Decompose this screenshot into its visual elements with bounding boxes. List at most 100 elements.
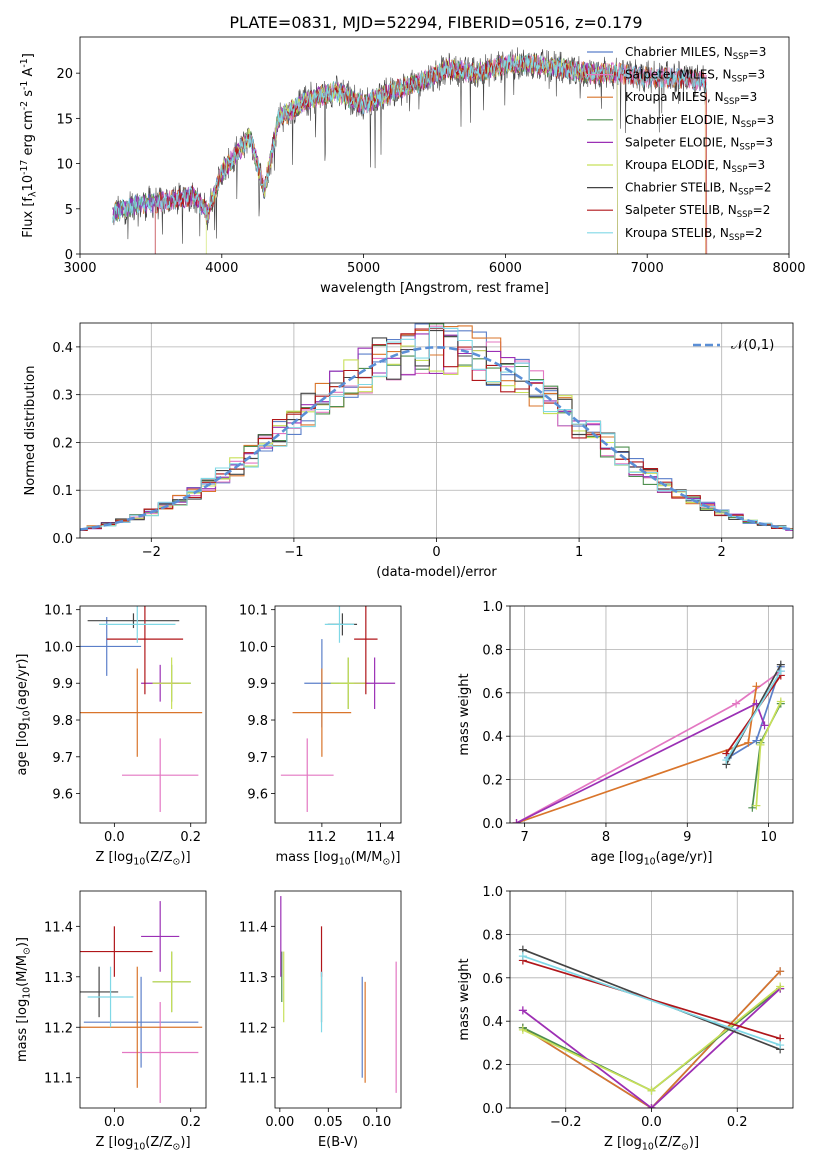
y-axis-label: mass [log10​(M/M⊙​)] — [15, 937, 32, 1062]
legend-entry: Chabrier STELIB, NSSP=2 — [625, 181, 772, 198]
weight-marker — [518, 952, 527, 961]
y-tick-label: 9.8 — [247, 714, 268, 729]
plot-area — [518, 945, 785, 1108]
x-tick-label: 0.2 — [180, 830, 201, 845]
axes-frame — [79, 36, 790, 255]
x-tick-label: 0 — [432, 545, 440, 560]
chart-mass_vs_EBV: 0.00 0.05 0.10 11.1 11.2 11.3 11.4 E(B-V) — [239, 890, 402, 1150]
histogram-step — [80, 345, 793, 531]
weight-line — [516, 670, 782, 823]
y-tick-label: 20 — [56, 67, 73, 82]
y-tick-label: 1.0 — [482, 885, 503, 900]
plot-area — [80, 606, 203, 812]
figure-title: PLATE=0831, MJD=52294, FIBERID=0516, z=0… — [229, 13, 642, 32]
weight-marker — [776, 697, 785, 706]
legend-entry: Kroupa ELODIE, NSSP=3 — [625, 158, 765, 175]
x-tick-label: 7 — [520, 830, 528, 845]
normal-reference-curve — [80, 346, 791, 531]
y-tick-label: 0.2 — [482, 774, 503, 789]
y-tick-label: 0.1 — [52, 484, 73, 499]
plot-area — [112, 47, 708, 254]
x-tick-label: −2 — [142, 545, 161, 560]
y-tick-label: 0 — [65, 248, 73, 263]
axes-frame — [274, 890, 402, 1109]
axes-frame — [274, 605, 402, 824]
y-axis-label: mass weight — [457, 958, 472, 1040]
weight-marker — [752, 682, 761, 691]
y-tick-label: 9.6 — [52, 788, 73, 803]
y-tick-label: 11.3 — [239, 971, 268, 986]
legend-entry: Salpeter STELIB, NSSP=2 — [625, 203, 770, 220]
x-tick-label: −0.2 — [550, 1115, 582, 1130]
y-tick-label: 0.0 — [52, 532, 73, 547]
legend-entry: Salpeter MILES, NSSP=3 — [625, 68, 765, 85]
weight-marker — [647, 1086, 656, 1095]
y-tick-label: 0.3 — [52, 389, 73, 404]
y-tick-label: 0.2 — [482, 1059, 503, 1074]
x-axis-label: (data-model)/error — [376, 565, 497, 580]
x-tick-label: 8000 — [772, 261, 805, 276]
chart-age_vs_Z: 0.0 0.2 9.6 9.7 9.8 9.9 10.0 10.1 Z [log10​(Z/Z⊙… — [15, 604, 207, 867]
plot-area — [80, 901, 203, 1103]
y-tick-label: 10.0 — [44, 640, 73, 655]
weight-marker — [760, 721, 769, 730]
x-tick-label: 8 — [602, 830, 610, 845]
y-tick-label: 0.6 — [482, 972, 503, 987]
y-tick-label: 10 — [56, 158, 73, 173]
y-tick-label: 1.0 — [482, 600, 503, 615]
weight-line — [522, 959, 781, 1040]
weight-line — [522, 955, 781, 1046]
y-tick-label: 11.2 — [239, 1021, 268, 1036]
y-tick-label: 11.1 — [44, 1072, 73, 1087]
weight-marker — [776, 967, 785, 976]
weight-marker — [512, 819, 521, 823]
weight-marker — [756, 740, 765, 749]
chart-mass_vs_Z: 0.0 0.2 11.1 11.2 11.3 11.4 Z [log10​(Z/Z⊙​)] m… — [15, 890, 207, 1152]
y-tick-label: 9.7 — [52, 751, 73, 766]
axes-frame — [509, 605, 794, 824]
spectrum-line — [112, 55, 618, 254]
weight-marker — [776, 982, 785, 991]
y-tick-label: 11.4 — [44, 920, 73, 935]
x-axis-label: Z [log10​(Z/Z⊙​)] — [95, 850, 190, 867]
x-tick-label: 0.0 — [641, 1115, 662, 1130]
y-tick-label: 0.8 — [482, 643, 503, 658]
y-tick-label: 5 — [65, 203, 73, 218]
x-axis-label: mass [log10​(M/M⊙​)] — [276, 850, 401, 867]
axes-frame — [509, 890, 794, 1109]
y-tick-label: 0.2 — [52, 436, 73, 451]
weight-marker — [518, 1025, 527, 1034]
x-axis-label: wavelength [Angstrom, rest frame] — [320, 281, 549, 296]
weight-line — [522, 987, 781, 1108]
plot-area — [280, 896, 397, 1093]
y-tick-label: 11.4 — [239, 920, 268, 935]
plot-area — [512, 660, 785, 823]
y-tick-label: 0.6 — [482, 687, 503, 702]
chart-weight_vs_age: 7 8 9 10 0.0 0.2 0.4 0.6 0.8 1.0 age [log10​(age/y… — [457, 600, 794, 867]
x-tick-label: 0.0 — [104, 830, 125, 845]
x-axis-label: Z [log10​(Z/Z⊙​)] — [95, 1135, 190, 1152]
x-tick-label: 0.0 — [104, 1115, 125, 1130]
y-tick-label: 10.0 — [239, 640, 268, 655]
y-tick-label: 0.0 — [482, 1102, 503, 1117]
spectrum-line — [112, 53, 707, 223]
weight-marker — [776, 1041, 785, 1050]
chart-weight_vs_Z: −0.2 0.0 0.2 0.0 0.2 0.4 0.6 0.8 1.0 Z [log10​(Z/… — [457, 885, 794, 1152]
x-tick-label: 2 — [718, 545, 726, 560]
x-tick-label: 4000 — [205, 261, 238, 276]
weight-marker — [748, 803, 757, 812]
x-tick-label: 11.4 — [366, 830, 395, 845]
y-tick-label: 9.9 — [247, 677, 268, 692]
y-tick-label: 9.7 — [247, 751, 268, 766]
y-tick-label: 9.9 — [52, 677, 73, 692]
spectrum-line — [205, 54, 618, 254]
x-tick-label: 11.2 — [307, 830, 336, 845]
x-tick-label: 0.2 — [727, 1115, 748, 1130]
y-tick-label: 11.1 — [239, 1072, 268, 1087]
y-axis-label: age [log10​(age/yr)] — [15, 653, 32, 775]
x-tick-label: 0.05 — [314, 1115, 343, 1130]
weight-marker — [647, 1104, 656, 1108]
weight-line — [522, 970, 781, 1108]
x-tick-label: 1 — [575, 545, 583, 560]
